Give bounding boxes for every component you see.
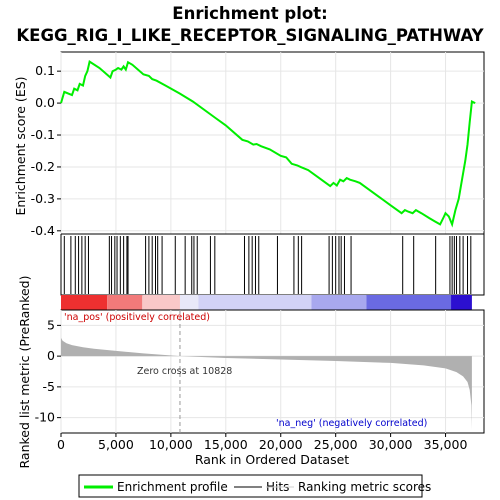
chart-title-line2: KEGG_RIG_I_LIKE_RECEPTOR_SIGNALING_PATHW…	[16, 26, 484, 45]
x-axis: 0 5,000 10,000 15,000 20,000 25,000 30,000 35,0…	[57, 433, 467, 452]
x-tick-label: 15,000	[204, 437, 248, 452]
es-tick-label: 0.0	[35, 95, 55, 110]
metric-plot-frame	[60, 309, 485, 434]
es-tick-label: -0.1	[31, 127, 55, 142]
hits-marks	[63, 236, 472, 294]
ranking-metric-area	[61, 337, 472, 430]
rank-colorbar	[61, 295, 472, 311]
pos-corr-label: 'na_pos' (positively correlated)	[64, 312, 210, 323]
x-tick-label: 5,000	[98, 437, 134, 452]
colorbar-segment	[142, 295, 180, 311]
x-tick-label: 20,000	[259, 437, 303, 452]
metric-axis-title: Ranked list metric (PreRanked)	[17, 276, 32, 469]
x-tick-label: 0	[57, 437, 65, 452]
x-tick-label: 25,000	[314, 437, 358, 452]
enrichment-profile-line	[60, 59, 476, 228]
enrichment-score-panel: 0.1 0.0 -0.1 -0.2 -0.3 -0.4 Enrichment score …	[13, 51, 485, 311]
es-axis-title: Enrichment score (ES)	[13, 76, 28, 215]
es-tick-label: -0.4	[31, 223, 55, 238]
metric-tick-label: 0	[47, 348, 55, 363]
es-tick-label: -0.2	[31, 159, 55, 174]
colorbar-segment	[311, 295, 367, 311]
legend-enrichment-label: Enrichment profile	[117, 480, 228, 494]
chart-title-line1: Enrichment plot:	[172, 4, 327, 23]
x-tick-label: 35,000	[424, 437, 468, 452]
es-tick-label: -0.3	[31, 191, 55, 206]
colorbar-segment	[61, 295, 108, 311]
x-axis-title: Rank in Ordered Dataset	[195, 452, 349, 467]
colorbar-segment	[451, 295, 472, 311]
x-tick-label: 10,000	[149, 437, 193, 452]
zero-cross-label: Zero cross at 10828	[137, 366, 232, 377]
metric-tick-label: -10	[35, 410, 55, 425]
colorbar-segment	[366, 295, 452, 311]
legend-metric-label: Ranking metric scores	[298, 480, 431, 494]
legend: Enrichment profile Hits Ranking metric s…	[78, 474, 431, 498]
es-plot-frame	[60, 51, 485, 296]
colorbar-segment	[179, 295, 199, 311]
es-tick-label: 0.1	[35, 63, 55, 78]
legend-box	[78, 474, 423, 498]
ranked-metric-panel: 5 0 -5 -10 Zero cross at 10828 'na_pos' (po…	[17, 276, 485, 469]
metric-tick-label: 5	[47, 317, 55, 332]
x-tick-label: 30,000	[369, 437, 413, 452]
colorbar-segment	[107, 295, 143, 311]
neg-corr-label: 'na_neg' (negatively correlated)	[276, 418, 427, 429]
colorbar-segment	[198, 295, 312, 311]
metric-tick-label: -5	[43, 379, 55, 394]
